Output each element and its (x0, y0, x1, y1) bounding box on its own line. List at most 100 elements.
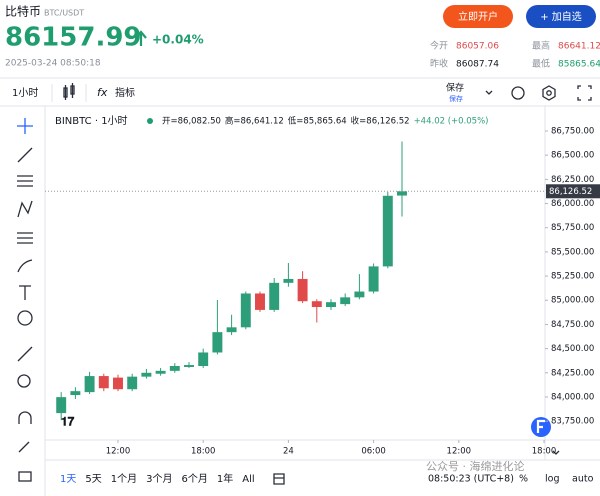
candle-body (255, 293, 265, 310)
y-tick-label: 84,750.00 (551, 320, 594, 330)
candle-type-icon[interactable] (63, 83, 75, 100)
fx-icon[interactable]: fx (97, 86, 108, 99)
last-price-label: 86,126.52 (549, 187, 592, 197)
dropdown[interactable] (485, 90, 493, 95)
y-tick-label: 86,500.00 (551, 151, 594, 161)
settings-dot (546, 90, 552, 96)
ohlc-legend: +44.02 (+0.05%) (414, 117, 489, 127)
zoom-tool[interactable] (17, 374, 31, 388)
candle-body (382, 195, 393, 267)
bottom-clock[interactable]: 08:50:23 (UTC+8) (428, 474, 514, 485)
settings-icon[interactable] (542, 85, 556, 101)
candle-body (113, 377, 123, 390)
alert-icon[interactable] (511, 86, 525, 100)
range-button[interactable]: 1年 (217, 472, 233, 485)
magnet-tool[interactable] (18, 411, 32, 424)
bottom-auto[interactable]: auto (572, 474, 594, 485)
bottom-percent[interactable]: % (519, 474, 528, 485)
x-tick-label: 12:00 (447, 447, 472, 457)
indicators[interactable]: 指标 (115, 86, 135, 99)
candle-body (98, 376, 109, 389)
chart-title: BINBTC · 1小时 (55, 115, 128, 127)
range-button[interactable]: 1天 (60, 474, 76, 485)
watch-button[interactable] (526, 5, 596, 28)
pencil-tool[interactable] (18, 441, 30, 453)
y-tick-label: 85,250.00 (551, 272, 594, 282)
range-button[interactable]: 3个月 (146, 473, 172, 485)
bottom-log[interactable]: log (545, 474, 559, 485)
status-dot (147, 118, 153, 124)
ruler-tool[interactable] (17, 346, 33, 362)
candle-body (56, 397, 67, 414)
ohlc-legend: 高=86,641.12 (225, 116, 284, 127)
candle-body (240, 293, 251, 328)
price: 86157.99 (5, 23, 142, 53)
line-tool[interactable] (17, 147, 33, 163)
badge-glyph (536, 419, 545, 433)
tv-logo: 𝟏𝟕 (61, 415, 75, 429)
y-tick-label: 84,250.00 (551, 368, 594, 378)
candle-body (354, 291, 365, 298)
candle-body (326, 302, 336, 308)
fib-tool[interactable] (17, 175, 33, 187)
x-tick-label: 18:00 (191, 447, 216, 457)
y-tick-label: 86,750.00 (551, 126, 594, 136)
watermark: 公众号 · 海绵进化论 (426, 459, 525, 473)
timestamp: 2025-03-24 08:50:18 (5, 59, 101, 69)
pattern-tool[interactable] (17, 200, 33, 218)
logo-glyph: 𝟏𝟕 (61, 415, 75, 429)
date-range-icon[interactable] (273, 473, 285, 485)
candle-body (198, 352, 209, 367)
open-account-label: 立即开户 (458, 10, 498, 23)
pair: BTC/USDT (44, 9, 84, 18)
candle-body (184, 365, 194, 367)
last-price-tag (546, 184, 600, 199)
y-tick-label: 85,000.00 (551, 296, 594, 306)
candle-body (297, 278, 308, 302)
open-account-button[interactable] (443, 5, 513, 28)
range-button[interactable]: 5天 (85, 474, 101, 485)
y-tick-label: 83,750.00 (551, 417, 594, 427)
range-button[interactable]: All (242, 474, 254, 485)
stat-label: 最低 (532, 58, 550, 70)
candle-body (127, 376, 138, 390)
stat-label: 昨收 (430, 58, 448, 70)
y-tick-label: 84,000.00 (551, 392, 594, 402)
range-button[interactable]: 1个月 (111, 473, 137, 485)
y-tick-label: 86,250.00 (551, 175, 594, 185)
ohlc-legend: 低=85,865.64 (288, 116, 347, 127)
y-tick-label: 84,500.00 (551, 344, 594, 354)
left-toolbar (17, 118, 33, 482)
candle-body (226, 327, 237, 333)
candle-body (70, 391, 81, 396)
x-tick-label: 12:00 (106, 447, 131, 457)
change: +0.04% (152, 33, 204, 47)
lock-tool[interactable] (18, 471, 32, 482)
stat-value: 86087.74 (456, 60, 499, 70)
stat-value: 86641.12 (558, 42, 600, 52)
candle-body (340, 297, 351, 305)
range-button[interactable]: 6个月 (182, 473, 208, 485)
crosshair-tool[interactable] (17, 118, 33, 134)
fullscreen-icon[interactable] (577, 85, 592, 101)
interval[interactable]: 1小时 (12, 87, 38, 99)
y-tick-label: 85,500.00 (551, 247, 594, 257)
emoji-tool[interactable] (17, 310, 33, 326)
stat-value: 86057.06 (456, 42, 499, 52)
up-arrow (135, 30, 147, 46)
text-tool[interactable] (19, 285, 31, 300)
candle-body (84, 376, 95, 393)
axis-settings[interactable] (552, 450, 560, 455)
prediction-tool[interactable] (17, 232, 33, 244)
brush-tool[interactable] (17, 259, 33, 273)
candle-body (269, 282, 280, 310)
x-tick-label: 06:00 (361, 447, 386, 457)
candle-body (212, 332, 223, 353)
candle-body (311, 301, 322, 308)
candle-body (141, 372, 152, 377)
save-sub: 保存 (449, 94, 463, 103)
x-tick-label: 24 (283, 447, 294, 457)
save[interactable]: 保存 (446, 82, 464, 94)
